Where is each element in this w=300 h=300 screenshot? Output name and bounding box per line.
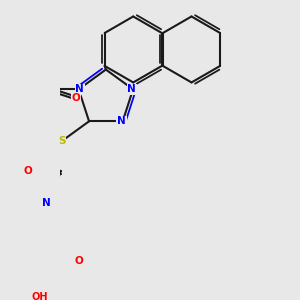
Text: N: N [76,84,84,94]
Text: S: S [58,136,66,146]
Text: O: O [23,166,32,176]
Text: OH: OH [31,292,48,300]
Text: O: O [71,93,80,103]
Text: O: O [74,256,83,266]
Text: N: N [117,116,126,126]
Text: N: N [42,198,51,208]
Text: N: N [128,84,136,94]
